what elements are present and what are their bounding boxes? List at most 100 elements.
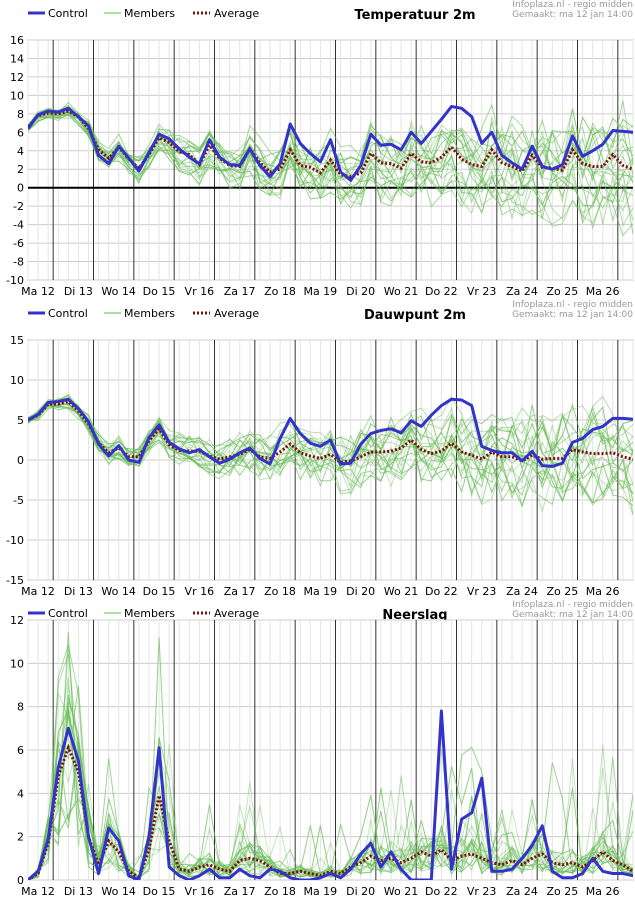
y-tick-label: 5 [17,414,24,427]
x-tick-label: Do 22 [425,585,458,598]
x-tick-label: Do 15 [143,585,176,598]
x-tick-label: Zo 25 [546,585,578,598]
x-tick-label: Ma 26 [586,885,620,898]
panel-2: Control Members Average Dauwpunt 2m Infoplaz… [6,300,634,598]
member-line [28,396,633,466]
plot-content [28,631,633,880]
source-line: Infoplaza.nl - regio midden [512,0,633,10]
legend-average-label: Average [214,307,259,320]
y-tick-label: 2 [17,831,24,844]
legend-average-label: Average [214,7,259,20]
y-tick-label: 16 [10,34,24,47]
legend-control-label: Control [48,7,88,20]
y-tick-label: 15 [10,334,24,347]
x-tick-label: Wo 21 [384,885,418,898]
x-tick-label: Za 24 [506,885,538,898]
y-tick-label: 4 [17,145,24,158]
y-tick-label: 6 [17,744,24,757]
x-tick-label: Vr 16 [185,585,215,598]
x-tick-label: Ma 19 [303,285,337,298]
x-tick-label: Do 22 [425,285,458,298]
member-line [28,398,633,486]
x-tick-label: Za 24 [506,285,538,298]
x-tick-label: Ma 26 [586,585,620,598]
y-tick-label: 0 [17,182,24,195]
member-line [28,757,633,880]
x-tick-label: Ma 26 [586,285,620,298]
x-tick-label: Za 24 [506,585,538,598]
y-tick-label: 8 [17,701,24,714]
panel-1: Control Members Average Temperatuur 2m Infop… [6,0,634,298]
y-tick-label: 0 [17,874,24,887]
member-line [28,403,633,507]
chart-title: Dauwpunt 2m [364,308,466,323]
x-tick-label: Za 17 [224,885,256,898]
legend-average-label: Average [214,607,259,620]
y-tick-label: 10 [10,89,24,102]
x-tick-label: Vr 23 [467,285,497,298]
x-tick-label: Zo 18 [264,285,296,298]
member-line [28,397,633,490]
x-tick-label: Wo 21 [384,585,418,598]
control-line [28,105,633,182]
x-tick-label: Za 17 [224,285,256,298]
legend-members-label: Members [124,7,175,20]
y-tick-label: -10 [6,534,24,547]
y-tick-label: 4 [17,787,24,800]
x-tick-label: Wo 21 [384,285,418,298]
x-tick-label: Wo 14 [101,885,135,898]
legend-members-label: Members [124,607,175,620]
x-tick-label: Ma 19 [303,885,337,898]
y-tick-label: 6 [17,126,24,139]
source-line: Infoplaza.nl - regio midden [512,600,633,610]
y-tick-label: 10 [10,657,24,670]
plot-content [28,100,633,237]
plot-content [28,394,633,516]
y-tick-label: -10 [6,274,24,287]
chart-title: Neerslag [382,608,447,623]
x-tick-label: Za 17 [224,585,256,598]
x-tick-label: Zo 25 [546,285,578,298]
control-line [28,397,633,468]
made-line: Gemaakt: ma 12 jan 14:00 [512,10,633,20]
average-line [28,399,633,464]
x-tick-label: Ma 19 [303,585,337,598]
panel-3: Control Members Average Neerslag Infoplaza.n… [10,600,634,898]
legend-members-label: Members [124,307,175,320]
x-tick-label: Di 13 [64,285,93,298]
x-tick-label: Zo 25 [546,885,578,898]
x-tick-label: Di 20 [346,285,375,298]
y-tick-label: 2 [17,163,24,176]
member-line [28,398,633,471]
x-tick-label: Wo 14 [101,285,135,298]
y-tick-label: 12 [10,71,24,84]
x-tick-label: Vr 23 [467,585,497,598]
x-tick-label: Di 13 [64,885,93,898]
x-tick-label: Ma 12 [21,585,55,598]
x-tick-label: Vr 16 [185,285,215,298]
x-tick-label: Ma 12 [21,285,55,298]
x-tick-label: Vr 16 [185,885,215,898]
y-tick-label: -6 [13,237,24,250]
control-line [28,709,633,880]
x-tick-label: Do 15 [143,285,176,298]
x-tick-label: Zo 18 [264,885,296,898]
y-tick-label: -8 [13,256,24,269]
source-line: Infoplaza.nl - regio midden [512,300,633,310]
legend-control-label: Control [48,607,88,620]
y-tick-label: 12 [10,614,24,627]
x-tick-label: Wo 14 [101,585,135,598]
y-tick-label: 14 [10,52,24,65]
y-tick-label: -5 [13,494,24,507]
member-line [28,111,633,225]
member-line [28,116,633,227]
member-line [28,398,633,467]
made-line: Gemaakt: ma 12 jan 14:00 [512,310,633,320]
y-tick-label: 10 [10,374,24,387]
x-tick-label: Do 22 [425,885,458,898]
x-tick-label: Di 20 [346,585,375,598]
made-line: Gemaakt: ma 12 jan 14:00 [512,610,633,620]
y-tick-label: -2 [13,200,24,213]
